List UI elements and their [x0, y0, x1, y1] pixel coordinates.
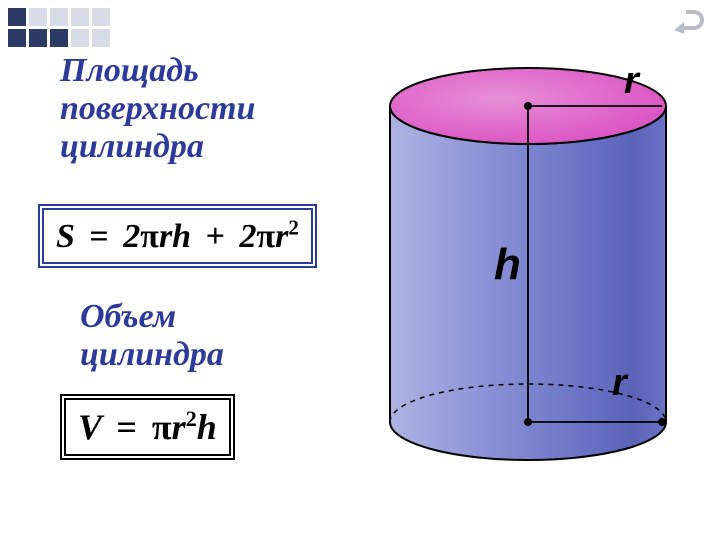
- back-arrow-path: [674, 10, 704, 34]
- cylinder-svg: [386, 66, 670, 462]
- formula-surface-area: S = 2πrh + 2πr2: [56, 218, 299, 255]
- title-surface-area: Площадьповерхностицилиндра: [60, 52, 255, 166]
- label-r-top: r: [624, 60, 639, 103]
- decoration-square: [71, 29, 89, 47]
- label-h: h: [494, 240, 521, 290]
- decoration-square: [8, 29, 26, 47]
- formula-volume: V = πr2h: [78, 407, 217, 447]
- title-volume: Объемцилиндра: [80, 298, 224, 374]
- decoration-square: [92, 29, 110, 47]
- corner-decoration: [8, 8, 110, 47]
- formula-box-volume: V = πr2h: [60, 394, 235, 460]
- formula-box-surface: S = 2πrh + 2πr2: [38, 204, 317, 268]
- decoration-square: [8, 8, 26, 26]
- decoration-square: [29, 29, 47, 47]
- decoration-square: [92, 8, 110, 26]
- cylinder-diagram: r h r: [386, 66, 670, 462]
- decoration-square: [50, 29, 68, 47]
- decoration-square: [29, 8, 47, 26]
- decoration-square: [71, 8, 89, 26]
- label-r-bottom: r: [612, 362, 627, 405]
- u-turn-back-icon[interactable]: [668, 10, 706, 42]
- decoration-square: [50, 8, 68, 26]
